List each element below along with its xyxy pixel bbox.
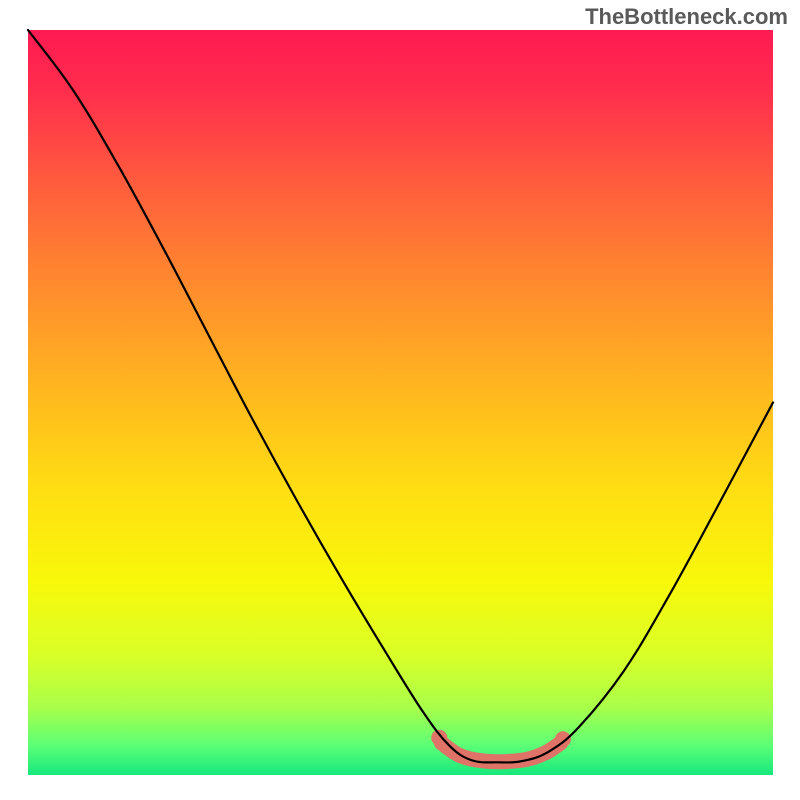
chart-svg	[28, 30, 773, 775]
gradient-background	[28, 30, 773, 775]
chart-container: TheBottleneck.com	[0, 0, 800, 800]
plot-area	[28, 30, 773, 775]
highlight-dot	[431, 730, 447, 746]
watermark-text: TheBottleneck.com	[585, 4, 788, 30]
highlight-dot	[555, 731, 571, 747]
